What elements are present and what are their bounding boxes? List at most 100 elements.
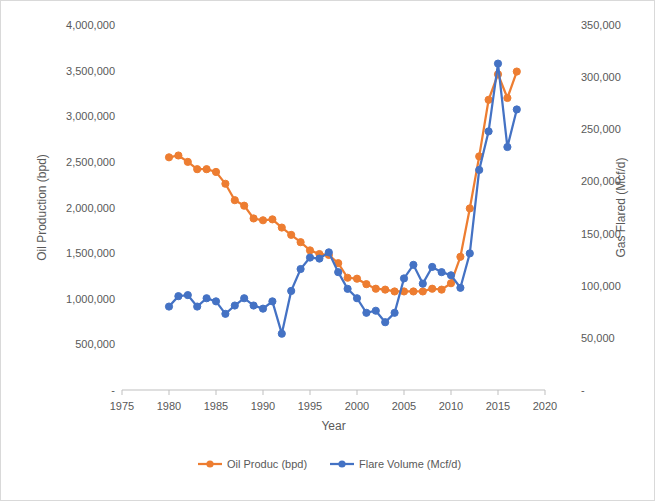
series-point [447, 272, 454, 279]
x-tick [451, 390, 452, 395]
x-tick-label: 1980 [157, 400, 181, 412]
series-point [363, 309, 370, 316]
series-point [513, 106, 520, 113]
y-tick-label: 1,500,000 [66, 247, 115, 259]
chart-border [1, 1, 655, 501]
series-point [250, 215, 257, 222]
y-tick-label: 2,500,000 [66, 156, 115, 168]
y-tick-label: 4,000,000 [66, 19, 115, 31]
y-tick-label: 500,000 [75, 338, 115, 350]
y2-tick-label: 50,000 [581, 332, 615, 344]
y2-tick [545, 181, 548, 182]
series-point [372, 307, 379, 314]
series-point [203, 295, 210, 302]
series-point [212, 298, 219, 305]
y-tick-label: 2,000,000 [66, 202, 115, 214]
series-point [269, 216, 276, 223]
y2-tick [545, 285, 548, 286]
x-tick [545, 390, 546, 395]
series-point [297, 239, 304, 246]
x-tick-label: 2010 [439, 400, 463, 412]
series-point [400, 275, 407, 282]
series-point [353, 275, 360, 282]
y-tick-label: 3,500,000 [66, 65, 115, 77]
series-point [504, 94, 511, 101]
series-point [391, 288, 398, 295]
series-point [203, 166, 210, 173]
series-point [372, 285, 379, 292]
series-point [288, 231, 295, 238]
series-point [382, 286, 389, 293]
y2-tick [545, 390, 548, 391]
series-point [325, 249, 332, 256]
series-point [278, 224, 285, 231]
series-point [231, 197, 238, 204]
x-tick-label: 1985 [204, 400, 228, 412]
series-point [316, 255, 323, 262]
series-point [194, 166, 201, 173]
x-tick-label: 2015 [486, 400, 510, 412]
legend-label: Oil Produc (bpd) [227, 458, 307, 470]
series-point [476, 166, 483, 173]
y2-tick-label: 250,000 [581, 123, 621, 135]
series-point [466, 250, 473, 257]
series-point [485, 128, 492, 135]
series-point [184, 158, 191, 165]
series-point [184, 292, 191, 299]
y-tick [119, 344, 122, 345]
legend-label: Flare Volume (Mcf/d) [359, 458, 461, 470]
y-tick [119, 207, 122, 208]
legend-marker [338, 460, 345, 467]
series-point [410, 261, 417, 268]
series-point [165, 303, 172, 310]
series-line [169, 72, 517, 292]
series-point [429, 285, 436, 292]
x-tick [122, 390, 123, 395]
series-point [504, 143, 511, 150]
y-axis-title: Oil Production (bpd) [35, 154, 49, 261]
series-point [335, 269, 342, 276]
series-point [222, 310, 229, 317]
plot-area [165, 60, 520, 337]
y2-tick [545, 77, 548, 78]
y-tick [119, 70, 122, 71]
series-point [212, 168, 219, 175]
series-point [231, 302, 238, 309]
y-tick-label: - [111, 384, 115, 396]
series-point [457, 253, 464, 260]
x-tick-label: 1995 [298, 400, 322, 412]
series-point [494, 60, 501, 67]
series-point [288, 287, 295, 294]
y2-tick [545, 233, 548, 234]
series-point [382, 319, 389, 326]
series-point [250, 302, 257, 309]
x-tick-label: 1975 [110, 400, 134, 412]
series-point [175, 293, 182, 300]
series-point [344, 274, 351, 281]
series-point [513, 68, 520, 75]
y-tick-label: 3,000,000 [66, 110, 115, 122]
x-tick [404, 390, 405, 395]
y2-tick [545, 25, 548, 26]
x-tick [310, 390, 311, 395]
series-point [485, 96, 492, 103]
chart: 1975198019851990199520002005201020152020… [0, 0, 655, 501]
series-point [391, 309, 398, 316]
series-point [344, 285, 351, 292]
series-point [194, 303, 201, 310]
x-tick-label: 2005 [392, 400, 416, 412]
series-point [175, 152, 182, 159]
series-point [241, 202, 248, 209]
y-tick [119, 298, 122, 299]
series-point [363, 281, 370, 288]
series-point [165, 154, 172, 161]
x-tick-label: 2000 [345, 400, 369, 412]
series-point [306, 254, 313, 261]
x-axis-title: Year [321, 419, 345, 433]
x-tick [169, 390, 170, 395]
series-point [419, 280, 426, 287]
y-tick-label: 1,000,000 [66, 293, 115, 305]
y2-tick-label: 100,000 [581, 280, 621, 292]
series-point [419, 288, 426, 295]
series-point [269, 298, 276, 305]
